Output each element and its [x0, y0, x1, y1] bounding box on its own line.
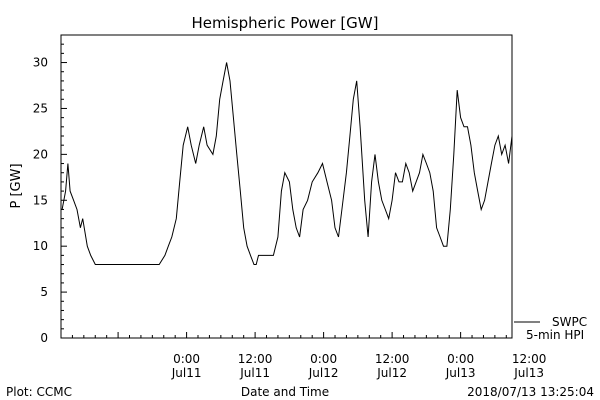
x-tick-date-label: Jul12 [308, 366, 339, 380]
x-tick-date-label: Jul11 [239, 366, 270, 380]
chart-title: Hemispheric Power [GW] [192, 14, 379, 32]
x-axis-label: Date and Time [241, 385, 329, 399]
x-tick-time-label: 12:00 [238, 352, 273, 366]
legend-label-swpc: SWPC [552, 315, 587, 329]
footer-credit: Plot: CCMC [6, 385, 72, 399]
legend-label-hpi: 5-min HPI [526, 328, 584, 342]
series-line-swpc [61, 62, 513, 265]
y-tick-label: 15 [33, 193, 48, 207]
y-tick-label: 10 [33, 239, 48, 253]
x-tick-date-label: Jul13 [445, 366, 476, 380]
x-tick-time-label: 0:00 [447, 352, 474, 366]
x-tick-date-label: Jul12 [376, 366, 407, 380]
y-tick-label: 5 [40, 285, 48, 299]
x-tick-time-label: 12:00 [375, 352, 410, 366]
footer-timestamp: 2018/07/13 13:25:04 [467, 385, 594, 399]
y-axis: 0 5 10 15 20 25 30 [33, 34, 67, 345]
y-tick-label: 25 [33, 101, 48, 115]
x-tick-time-label: 0:00 [173, 352, 200, 366]
y-axis-label: P [GW] [9, 163, 24, 208]
x-tick-time-label: 12:00 [512, 352, 547, 366]
y-tick-label: 30 [33, 56, 48, 70]
x-tick-date-label: Jul11 [171, 366, 202, 380]
y-tick-label: 0 [40, 331, 48, 345]
plot-frame [60, 34, 513, 339]
series-layer [61, 62, 513, 265]
x-axis: 0:00Jul1112:00Jul110:00Jul1212:00Jul120:… [60, 332, 547, 380]
x-tick-time-label: 0:00 [310, 352, 337, 366]
y-tick-label: 20 [33, 147, 48, 161]
x-tick-date-label: Jul13 [513, 366, 544, 380]
